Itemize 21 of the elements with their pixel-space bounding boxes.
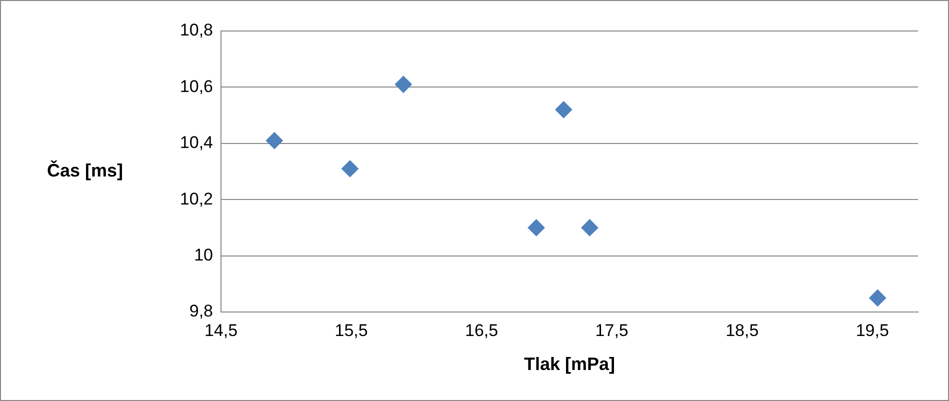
x-tick-label: 15,5 xyxy=(334,320,368,340)
x-tick-label: 16,5 xyxy=(465,320,498,340)
point xyxy=(528,219,545,236)
point xyxy=(581,219,598,236)
point xyxy=(394,76,412,93)
point xyxy=(555,101,572,118)
x-axis-title: Tlak [mPa] xyxy=(524,354,616,374)
point xyxy=(266,132,283,150)
y-tick-label: 10,6 xyxy=(180,76,213,96)
y-axis-title: Čas [ms] xyxy=(47,159,124,180)
y-tick-label: 10,2 xyxy=(180,189,213,208)
x-tick-label: 14,5 xyxy=(204,320,238,340)
y-tick-label: 9,8 xyxy=(189,302,213,321)
point xyxy=(341,160,358,178)
x-tick-label: 17,5 xyxy=(595,320,628,340)
y-tick-label: 10 xyxy=(194,245,213,264)
point xyxy=(869,289,886,306)
x-tick-label: 19,5 xyxy=(856,320,889,340)
y-tick-label: 10,4 xyxy=(180,133,213,152)
y-tick-label: 10,8 xyxy=(180,20,213,40)
x-tick-label: 18,5 xyxy=(726,320,759,340)
